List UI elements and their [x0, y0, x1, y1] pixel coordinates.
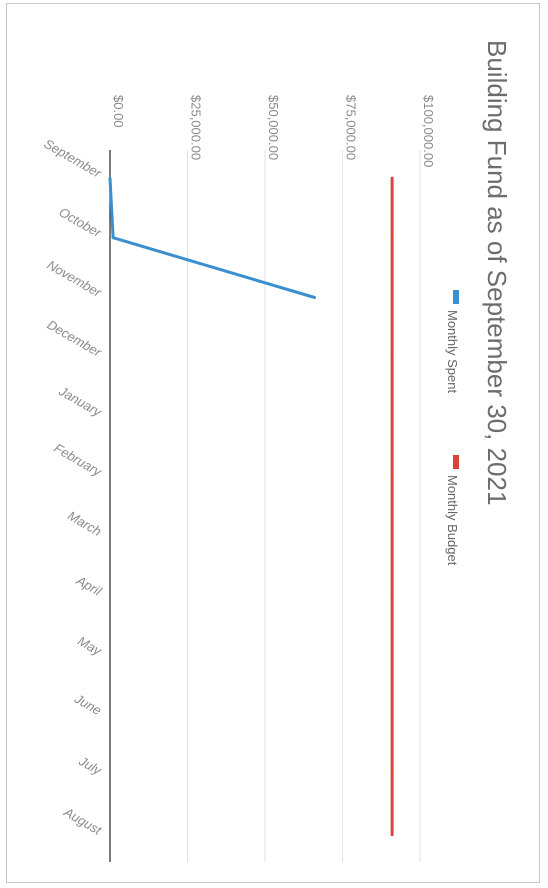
- data-point: [390, 714, 394, 717]
- x-tick-label: July: [76, 753, 106, 779]
- x-tick-label: October: [56, 204, 104, 240]
- y-tick-label: $0.00: [111, 95, 126, 128]
- data-point: [390, 176, 394, 180]
- legend-swatch: [453, 290, 459, 304]
- legend-label: Monthly Spent: [445, 310, 460, 393]
- data-point: [313, 296, 316, 299]
- data-point: [390, 654, 394, 658]
- x-tick-label: June: [71, 691, 104, 719]
- legend-swatch: [453, 455, 459, 469]
- x-tick-label: April: [73, 572, 105, 599]
- data-point: [390, 773, 394, 777]
- y-tick-label: $100,000.00: [421, 95, 436, 167]
- chart-frame: [6, 3, 540, 883]
- data-point: [390, 833, 394, 837]
- data-point: [390, 355, 394, 359]
- x-tick-label: January: [56, 383, 106, 420]
- data-point: [390, 534, 394, 538]
- series-line-monthly-spent: [108, 177, 316, 299]
- data-point: [108, 176, 112, 180]
- x-tick-label: November: [45, 257, 105, 300]
- data-point: [390, 296, 394, 299]
- x-tick-label: February: [51, 440, 105, 480]
- data-point: [390, 415, 394, 419]
- x-tick-label: March: [65, 508, 104, 539]
- x-tick-label: August: [61, 804, 106, 838]
- data-point: [390, 475, 394, 479]
- x-tick-label: December: [45, 317, 105, 360]
- x-tick-label: September: [41, 136, 104, 181]
- legend-label: Monthly Budget: [445, 475, 460, 566]
- chart-title: Building Fund as of September 30, 2021: [482, 40, 512, 505]
- y-tick-label: $50,000.00: [266, 95, 281, 160]
- x-tick-label: May: [75, 633, 105, 659]
- data-point: [390, 594, 394, 598]
- data-point: [111, 236, 115, 240]
- y-tick-label: $75,000.00: [344, 95, 359, 160]
- y-tick-label: $25,000.00: [189, 95, 204, 160]
- data-point: [390, 236, 394, 240]
